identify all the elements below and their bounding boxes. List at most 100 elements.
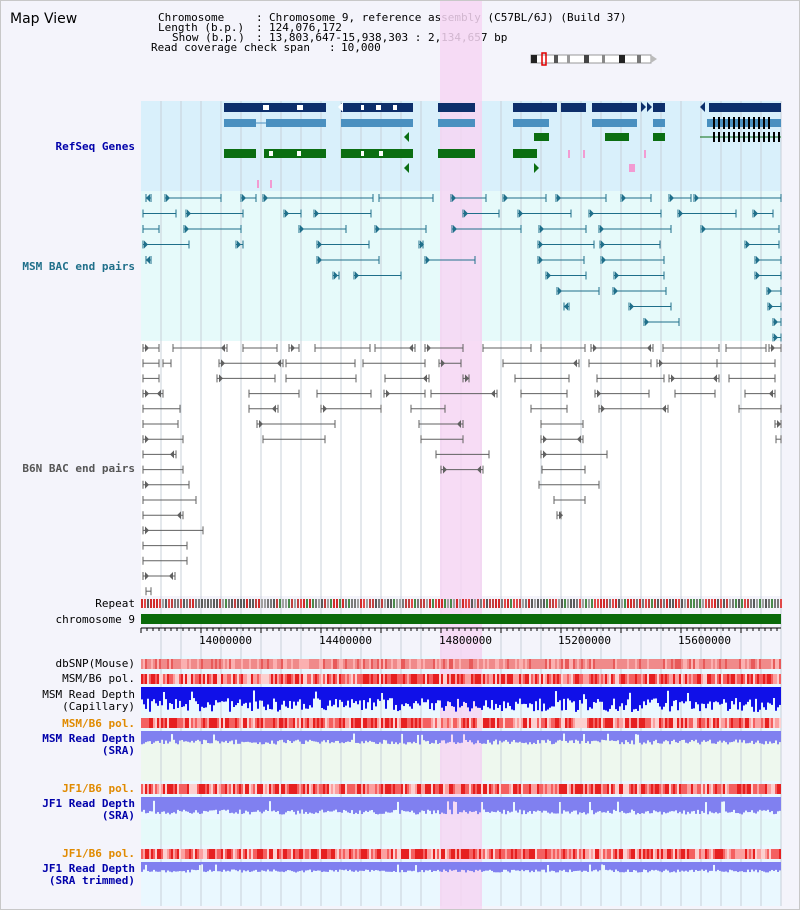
repeat-mark	[543, 599, 545, 608]
depth-bar	[267, 687, 269, 705]
heat-cell	[235, 674, 237, 684]
depth-bar	[271, 797, 273, 812]
heat-cell	[705, 659, 707, 669]
heat-cell	[143, 784, 145, 794]
repeat-mark	[381, 599, 383, 608]
depth-bar	[391, 731, 393, 742]
heat-cell	[677, 674, 679, 684]
heat-cell	[551, 674, 553, 684]
heat-cell	[321, 849, 323, 859]
heat-cell	[525, 784, 527, 794]
depth-bar	[669, 797, 671, 812]
heat-cell	[377, 849, 379, 859]
heat-cell	[371, 784, 373, 794]
heat-cell	[321, 718, 323, 728]
depth-bar	[295, 687, 297, 706]
bac-end-arrow	[557, 194, 561, 202]
heat-cell	[415, 784, 417, 794]
depth-bar	[765, 687, 767, 710]
heat-cell	[625, 659, 627, 669]
depth-bar	[361, 862, 363, 871]
heat-cell	[721, 674, 723, 684]
heat-cell	[493, 674, 495, 684]
heat-cell	[289, 784, 291, 794]
exon-tick	[718, 132, 720, 142]
depth-bar	[569, 862, 571, 870]
depth-bar	[371, 797, 373, 811]
heat-cell	[413, 718, 415, 728]
heat-cell	[411, 849, 413, 859]
depth-bar	[473, 797, 475, 812]
depth-bar	[377, 731, 379, 745]
heat-cell	[407, 849, 409, 859]
repeat-mark	[498, 599, 500, 608]
heat-cell	[529, 659, 531, 669]
heat-cell	[223, 674, 225, 684]
depth-bar	[557, 797, 559, 814]
depth-bar	[239, 797, 241, 810]
heat-cell	[679, 849, 681, 859]
depth-bar	[411, 731, 413, 744]
depth-bar	[771, 862, 773, 870]
heat-cell	[375, 849, 377, 859]
depth-bar	[463, 797, 465, 811]
heat-cell	[411, 659, 413, 669]
heat-cell	[229, 674, 231, 684]
depth-bar	[161, 731, 163, 740]
heat-cell	[205, 659, 207, 669]
heat-cell	[561, 849, 563, 859]
exon-tick	[738, 132, 740, 142]
depth-bar	[181, 862, 183, 872]
depth-bar	[597, 862, 599, 872]
heat-cell	[187, 849, 189, 859]
heat-cell	[295, 674, 297, 684]
repeat-mark	[636, 599, 638, 608]
heat-cell	[525, 659, 527, 669]
heat-cell	[369, 718, 371, 728]
depth-bar	[197, 862, 199, 870]
repeat-mark	[663, 599, 665, 608]
heat-cell	[559, 784, 561, 794]
heat-cell	[501, 659, 503, 669]
heat-cell	[479, 674, 481, 684]
label-msm-b6-pol-1: MSM/B6 pol.	[62, 672, 135, 685]
depth-bar	[285, 862, 287, 872]
heat-cell	[763, 849, 765, 859]
heat-cell	[313, 718, 315, 728]
heat-cell	[331, 784, 333, 794]
depth-bar	[517, 687, 519, 704]
heat-cell	[237, 849, 239, 859]
depth-bar	[491, 731, 493, 745]
heat-cell	[145, 718, 147, 728]
heat-cell	[359, 849, 361, 859]
heat-cell	[451, 718, 453, 728]
heat-cell	[557, 718, 559, 728]
bac-end-arrow	[539, 256, 543, 264]
repeat-mark	[141, 599, 143, 608]
depth-bar	[397, 797, 399, 802]
heat-cell	[281, 674, 283, 684]
depth-bar	[559, 687, 561, 701]
repeat-mark	[297, 599, 299, 608]
depth-bar	[375, 731, 377, 744]
heat-cell	[171, 659, 173, 669]
heat-cell	[759, 718, 761, 728]
exon-tick	[763, 132, 765, 142]
depth-bar	[601, 731, 603, 740]
heat-cell	[429, 849, 431, 859]
depth-bar	[223, 731, 225, 743]
heat-cell	[695, 718, 697, 728]
depth-bar	[259, 797, 261, 812]
bac-end-arrow	[145, 344, 149, 352]
heat-cell	[239, 659, 241, 669]
heat-cell	[727, 674, 729, 684]
depth-bar	[599, 687, 601, 702]
heat-cell	[501, 784, 503, 794]
heat-cell	[433, 849, 435, 859]
heat-cell	[175, 849, 177, 859]
depth-bar	[653, 797, 655, 811]
heat-cell	[717, 849, 719, 859]
heat-cell	[527, 674, 529, 684]
